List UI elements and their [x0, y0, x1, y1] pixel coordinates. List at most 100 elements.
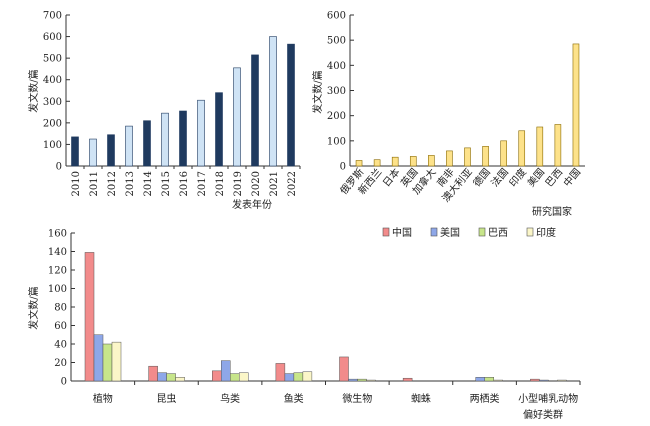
- year-chart-x-tick-label: 2013: [125, 171, 136, 196]
- legend-swatch: [430, 227, 438, 237]
- year-bar: [71, 136, 79, 167]
- country-chart-y-tick-label: 300: [327, 86, 346, 97]
- country-bar: [391, 156, 399, 167]
- country-bar: [518, 130, 526, 167]
- legend-label: 印度: [536, 226, 556, 239]
- publications-by-country-chart: 0100200300400500600俄罗斯新西兰日本英国加拿大南非澳大利亚德国…: [327, 11, 585, 205]
- group-chart-x-tick-label: 两栖类: [470, 392, 500, 405]
- year-chart-y-tick-label: 300: [43, 97, 62, 108]
- country-chart-xlabel: 研究国家: [532, 205, 572, 218]
- year-bar: [107, 134, 115, 167]
- group-bar: [539, 379, 549, 382]
- group-bar: [493, 379, 503, 382]
- group-bar: [111, 341, 122, 382]
- country-bar: [373, 159, 381, 167]
- group-bar: [557, 379, 567, 382]
- country-chart-y-tick-label: 400: [327, 61, 346, 72]
- group-bar: [339, 356, 349, 382]
- year-chart-y-tick-label: 600: [43, 32, 62, 43]
- year-chart-y-tick-label: 0: [56, 162, 62, 173]
- group-chart-x-tick-label: 微生物: [342, 392, 372, 405]
- country-chart-ylabel: 发文数/篇: [311, 70, 324, 113]
- year-bar: [125, 125, 133, 167]
- year-chart-x-tick-label: 2019: [233, 171, 244, 196]
- country-chart-x-tick-label: 巴西: [543, 166, 565, 189]
- year-bar: [179, 110, 187, 167]
- year-chart-xlabel: 发表年份: [232, 198, 272, 211]
- group-bar: [93, 334, 104, 382]
- country-bar: [409, 156, 417, 167]
- publications-by-year-chart: 0 100 200 300 400 500 600 700 2010 2011 2012 2013 20…: [43, 11, 301, 196]
- group-chart-x-tick-label: 小型哺乳动物: [518, 392, 578, 405]
- country-chart-x-tick-label: 印度: [506, 166, 529, 190]
- country-bar: [464, 147, 471, 167]
- year-chart-y-tick-label: 700: [43, 11, 62, 22]
- legend-label: 巴西: [488, 227, 508, 239]
- group-bar: [402, 377, 413, 382]
- year-bar: [215, 92, 223, 167]
- group-chart-x-tick-label: 植物: [93, 392, 113, 405]
- legend-swatch: [382, 227, 390, 237]
- year-chart-x-tick-label: 2011: [89, 171, 100, 196]
- year-chart-x-tick-label: 2016: [179, 171, 190, 196]
- group-chart-x-tick-label: 鱼类: [284, 392, 304, 405]
- year-chart-x-tick-label: 2022: [287, 171, 298, 196]
- country-chart-y-tick-label: 600: [327, 11, 346, 22]
- year-chart-ylabel: 发文数/篇: [27, 69, 40, 112]
- legend-label: 中国: [392, 226, 412, 239]
- year-chart-x-tick-label: 2020: [251, 171, 262, 196]
- publications-by-group-chart: 0 20 40 60 80 100 120 140 160 植物 昆虫 鸟类 鱼类 微生物 蜘蛛 两栖类 小型哺…: [48, 229, 581, 405]
- group-bar: [366, 379, 376, 382]
- group-chart-x-tick-label: 昆虫: [156, 393, 176, 405]
- group-chart-y-tick-label: 40: [54, 340, 67, 351]
- group-bar: [293, 372, 304, 382]
- year-bar: [161, 112, 169, 167]
- group-chart-legend: 中国 美国 巴西 印度: [382, 226, 556, 239]
- group-bar: [239, 372, 249, 382]
- group-bar: [348, 378, 358, 382]
- country-chart-y-tick-label: 100: [327, 136, 346, 147]
- year-chart-x-tick-label: 2015: [161, 171, 172, 196]
- year-bar: [89, 138, 97, 167]
- year-chart-y-tick-label: 500: [43, 54, 62, 65]
- group-bar: [475, 377, 485, 382]
- group-bar: [275, 363, 286, 382]
- group-bar: [357, 378, 367, 382]
- legend-swatch: [526, 227, 534, 237]
- country-bar: [572, 43, 580, 167]
- year-chart-y-tick-label: 200: [43, 118, 62, 129]
- country-bar: [482, 146, 489, 167]
- country-bar: [446, 150, 453, 167]
- group-bar: [302, 371, 313, 382]
- group-bar: [84, 252, 95, 382]
- year-chart-x-tick-label: 2021: [269, 171, 280, 196]
- group-chart-y-tick-label: 120: [48, 266, 67, 277]
- year-chart-x-tick-label: 2014: [143, 171, 154, 196]
- country-chart-x-tick-label: 日本: [380, 166, 403, 190]
- group-chart-xlabel: 偏好类群: [523, 408, 563, 421]
- year-bar: [287, 43, 295, 167]
- group-bar: [484, 377, 494, 382]
- group-chart-y-tick-label: 100: [48, 284, 67, 295]
- year-chart-x-tick-label: 2010: [71, 171, 82, 196]
- year-chart-x-tick-label: 2018: [215, 171, 226, 196]
- country-chart-y-tick-label: 500: [327, 36, 346, 47]
- country-bar: [500, 140, 507, 167]
- group-bar: [212, 370, 222, 382]
- group-chart-ylabel: 发文数/篇: [27, 286, 40, 329]
- group-chart-y-tick-label: 160: [48, 229, 67, 240]
- country-bar: [536, 126, 544, 167]
- country-chart-x-tick-label: 中国: [560, 166, 583, 190]
- group-chart-y-tick-label: 80: [54, 303, 67, 314]
- group-chart-y-tick-label: 20: [54, 358, 67, 369]
- group-chart-y-tick-label: 60: [54, 321, 67, 332]
- country-bar: [355, 160, 363, 167]
- country-bar: [428, 155, 435, 167]
- country-chart-x-tick-label: 德国: [470, 166, 493, 190]
- country-chart-y-tick-label: 0: [340, 162, 346, 173]
- year-bar: [269, 36, 277, 167]
- group-bar: [166, 373, 176, 382]
- group-bar: [148, 365, 158, 382]
- year-chart-y-tick-label: 100: [43, 140, 62, 151]
